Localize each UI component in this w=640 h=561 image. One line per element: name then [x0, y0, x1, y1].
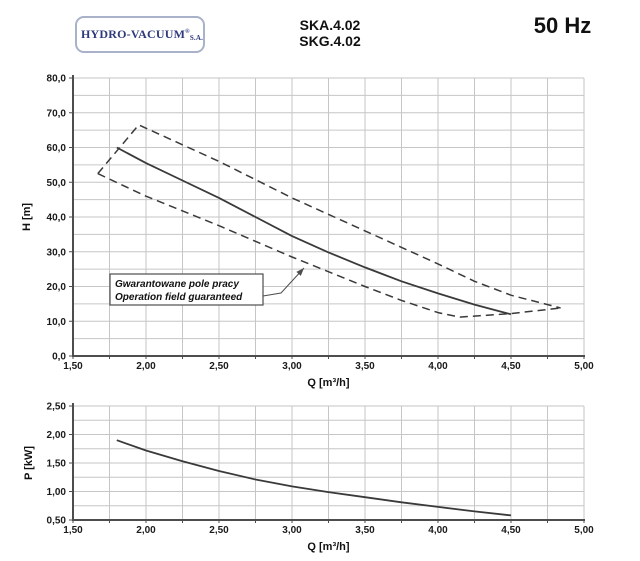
- y-tick-label: 60,0: [47, 143, 67, 154]
- axis-titles: Q [m³/h] H [m]: [21, 203, 350, 389]
- x-tick-label: 3,00: [282, 361, 302, 372]
- tick-labels: 1,50 2,00 2,50 3,00 3,50 4,00 4,50 5,00 0,0 10,0 2…: [47, 74, 595, 373]
- gridlines: [73, 77, 585, 356]
- y-tick-label: 80,0: [47, 74, 67, 85]
- x-tick-label: 4,50: [501, 525, 521, 536]
- x-tick-label: 4,00: [428, 525, 448, 536]
- tick-labels: 1,50 2,00 2,50 3,00 3,50 4,00 4,50 5,00 0,50 1,00…: [47, 402, 595, 537]
- x-tick-label: 2,00: [136, 525, 156, 536]
- y-tick-label: 2,00: [47, 430, 67, 441]
- annotation-text-line: Gwarantowane pole pracy: [115, 279, 239, 290]
- x-tick-label: 5,00: [574, 361, 594, 372]
- model-skg: SKG.4.02: [299, 33, 361, 49]
- y-tick-label: 70,0: [47, 108, 67, 119]
- operation-field-annotation: Gwarantowane pole pracy Operation field g…: [109, 267, 305, 306]
- annotation-text-line: Operation field guaranteed: [115, 292, 243, 303]
- y-axis-title: H [m]: [21, 203, 33, 231]
- y-tick-label: 1,00: [47, 487, 67, 498]
- y-tick-label: 1,50: [47, 459, 67, 470]
- annotation-leader-line: [262, 267, 305, 297]
- y-tick-label: 0,50: [47, 516, 67, 527]
- y-tick-label: 50,0: [47, 178, 67, 189]
- x-axis-title: Q [m³/h]: [307, 541, 349, 553]
- annotation-box: [109, 273, 264, 306]
- x-tick-label: 2,50: [209, 525, 229, 536]
- model-ska: SKA.4.02: [299, 17, 361, 33]
- x-tick-label: 3,50: [355, 525, 375, 536]
- logo-suffix: S.A.: [189, 34, 204, 42]
- axes: [69, 75, 585, 359]
- x-axis-title: Q [m³/h]: [307, 377, 349, 389]
- frequency-label: 50 Hz: [533, 13, 592, 38]
- x-tick-label: 4,50: [501, 361, 521, 372]
- x-tick-label: 2,50: [209, 361, 229, 372]
- y-tick-label: 10,0: [47, 317, 67, 328]
- x-tick-label: 5,00: [574, 525, 594, 536]
- x-tick-label: 4,00: [428, 361, 448, 372]
- y-tick-label: 20,0: [47, 282, 67, 293]
- x-tick-label: 3,00: [282, 525, 302, 536]
- pump-model-numbers: SKA.4.02 SKG.4.02: [250, 17, 410, 49]
- axis-titles: Q [m³/h] P [kW]: [23, 446, 350, 553]
- gridlines: [73, 405, 585, 520]
- y-tick-label: 40,0: [47, 213, 67, 224]
- x-tick-label: 3,50: [355, 361, 375, 372]
- head-flow-chart: 1,50 2,00 2,50 3,00 3,50 4,00 4,50 5,00 0,0 10,0 2…: [21, 74, 594, 390]
- power-curve-line: [116, 439, 512, 517]
- axes: [69, 403, 585, 523]
- pump-head-curve-line: [116, 146, 512, 316]
- x-tick-label: 1,50: [63, 525, 83, 536]
- power-flow-chart: 1,50 2,00 2,50 3,00 3,50 4,00 4,50 5,00 0,50 1,00…: [23, 402, 594, 554]
- y-tick-label: 30,0: [47, 247, 67, 258]
- hydro-vacuum-logo: HYDRO-VACUUM®S.A.: [75, 16, 205, 53]
- guaranteed-field-lower-boundary-line: [97, 172, 561, 318]
- logo-wordmark: HYDRO-VACUUM®S.A.: [80, 27, 204, 42]
- y-tick-label: 0,0: [52, 352, 66, 363]
- guaranteed-field-upper-boundary-line: [97, 124, 561, 309]
- annotation-arrowhead-icon: [296, 268, 304, 276]
- x-tick-label: 2,00: [136, 361, 156, 372]
- y-tick-label: 2,50: [47, 402, 67, 413]
- y-axis-title: P [kW]: [23, 446, 35, 480]
- x-tick-label: 1,50: [63, 361, 83, 372]
- registered-mark: ®: [185, 29, 190, 35]
